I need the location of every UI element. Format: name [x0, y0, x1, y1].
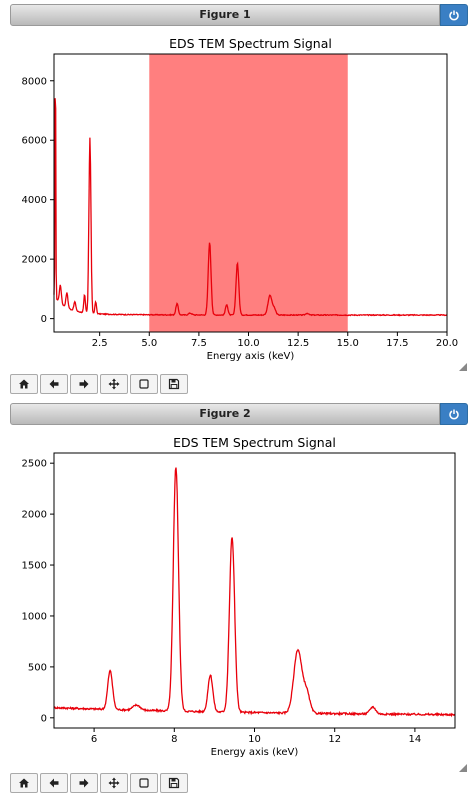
- y-tick-label: 2500: [22, 459, 47, 470]
- pan-icon: [108, 378, 120, 390]
- pan-button[interactable]: [100, 773, 128, 793]
- chart-title: EDS TEM Spectrum Signal: [173, 435, 336, 450]
- home-icon: [19, 379, 29, 389]
- x-tick-label: 8: [171, 734, 177, 745]
- forward-button[interactable]: [70, 374, 98, 394]
- zoom-button[interactable]: [130, 773, 158, 793]
- save-icon: [168, 378, 180, 390]
- resize-handle[interactable]: [459, 363, 467, 371]
- power-icon: [449, 10, 459, 21]
- back-button[interactable]: [40, 773, 68, 793]
- save-button[interactable]: [160, 773, 188, 793]
- zoom-button[interactable]: [130, 374, 158, 394]
- x-tick-label: 14: [409, 734, 422, 745]
- figure-title: Figure 2: [199, 407, 251, 420]
- y-tick-label: 8000: [22, 76, 47, 87]
- chart-title: EDS TEM Spectrum Signal: [169, 36, 332, 51]
- save-icon: [168, 777, 180, 789]
- y-tick-label: 2000: [22, 255, 47, 266]
- zoom-rect-icon: [139, 778, 149, 788]
- x-axis-label: Energy axis (keV): [207, 351, 295, 362]
- figure-title-bar[interactable]: Figure 1: [10, 4, 440, 26]
- zoom-rect-icon: [139, 379, 149, 389]
- resize-handle[interactable]: [459, 764, 467, 772]
- y-tick-label: 1000: [22, 611, 47, 622]
- axes-frame: [53, 452, 456, 729]
- y-tick-label: 4000: [22, 195, 47, 206]
- y-tick-label: 1500: [22, 561, 47, 572]
- x-tick-label: 10: [248, 734, 261, 745]
- spectrum-plot-1[interactable]: EDS TEM Spectrum Signal 2.5 5.0 7.5 10.0 12.5…: [0, 30, 474, 400]
- y-tick-label: 0: [41, 713, 47, 724]
- y-tick-label: 2000: [22, 510, 47, 521]
- back-button[interactable]: [40, 374, 68, 394]
- home-icon: [19, 778, 29, 788]
- y-tick-label: 6000: [22, 136, 47, 147]
- close-figure-button[interactable]: [440, 4, 468, 26]
- figure-title-bar[interactable]: Figure 2: [10, 403, 440, 425]
- back-arrow-icon: [49, 778, 59, 788]
- forward-button[interactable]: [70, 773, 98, 793]
- plot-toolbar-1: [10, 374, 190, 394]
- close-figure-button[interactable]: [440, 403, 468, 425]
- roi-span: [149, 54, 348, 332]
- home-button[interactable]: [10, 773, 38, 793]
- spectrum-line: [53, 467, 456, 718]
- y-tick-label: 0: [41, 314, 47, 325]
- forward-arrow-icon: [79, 778, 89, 788]
- back-arrow-icon: [49, 379, 59, 389]
- x-axis-label: Energy axis (keV): [211, 747, 299, 758]
- x-tick-label: 7.5: [191, 338, 207, 349]
- x-tick-label: 12: [328, 734, 341, 745]
- x-tick-label: 6: [91, 734, 97, 745]
- spectrum-plot-2[interactable]: EDS TEM Spectrum Signal 6 8 10 12 14 0 500 1000 1…: [0, 429, 474, 769]
- forward-arrow-icon: [79, 379, 89, 389]
- pan-icon: [108, 777, 120, 789]
- x-tick-label: 10.0: [237, 338, 259, 349]
- home-button[interactable]: [10, 374, 38, 394]
- x-tick-label: 12.5: [287, 338, 309, 349]
- x-tick-label: 2.5: [92, 338, 108, 349]
- save-button[interactable]: [160, 374, 188, 394]
- x-tick-label: 17.5: [386, 338, 408, 349]
- x-tick-label: 5.0: [141, 338, 157, 349]
- figure-title: Figure 1: [199, 8, 251, 21]
- axes-frame: [53, 53, 448, 333]
- x-tick-label: 15.0: [337, 338, 359, 349]
- spectrum-line: [53, 98, 448, 317]
- pan-button[interactable]: [100, 374, 128, 394]
- power-icon: [449, 409, 459, 420]
- y-tick-label: 500: [28, 662, 47, 673]
- x-tick-label: 20.0: [436, 338, 458, 349]
- plot-toolbar-2: [10, 773, 190, 793]
